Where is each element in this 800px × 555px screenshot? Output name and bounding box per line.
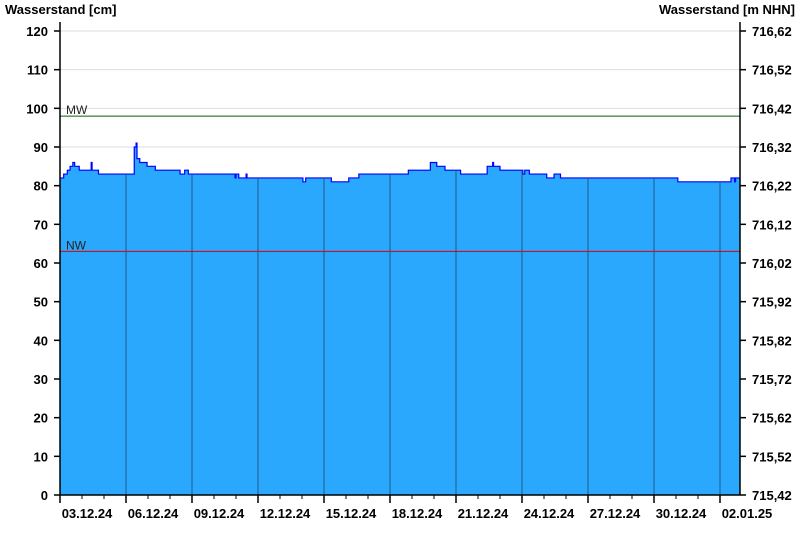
y-tick-label-right: 716,02	[752, 256, 792, 271]
y-tick-label-left: 40	[34, 333, 48, 348]
y-tick-label-left: 80	[34, 179, 48, 194]
y-tick-label-left: 0	[41, 488, 48, 503]
y-tick-label-right: 715,92	[752, 295, 792, 310]
y-tick-label-left: 90	[34, 140, 48, 155]
y-tick-label-left: 10	[34, 449, 48, 464]
reference-label-mw: MW	[66, 103, 88, 117]
y-tick-label-right: 715,52	[752, 449, 792, 464]
y-tick-label-right: 716,42	[752, 101, 792, 116]
y-tick-label-right: 715,72	[752, 372, 792, 387]
water-level-area	[60, 143, 740, 495]
y-tick-label-right: 716,22	[752, 179, 792, 194]
x-tick-label: 09.12.24	[194, 506, 245, 521]
x-tick-label: 30.12.24	[656, 506, 707, 521]
x-tick-label: 15.12.24	[326, 506, 377, 521]
x-tick-label: 06.12.24	[128, 506, 179, 521]
y-axis-label-right: Wasserstand [m NHN]	[659, 2, 795, 17]
y-tick-label-right: 715,62	[752, 411, 792, 426]
y-tick-label-left: 20	[34, 411, 48, 426]
y-tick-label-right: 715,82	[752, 333, 792, 348]
y-tick-label-left: 110	[27, 63, 48, 78]
y-tick-label-right: 716,12	[752, 217, 792, 232]
y-tick-label-left: 70	[34, 217, 48, 232]
water-level-line	[60, 142, 740, 183]
x-tick-label: 24.12.24	[524, 506, 575, 521]
x-tick-label: 27.12.24	[590, 506, 641, 521]
x-tick-label: 18.12.24	[392, 506, 443, 521]
y-tick-label-right: 716,62	[752, 24, 792, 39]
x-tick-label: 12.12.24	[260, 506, 311, 521]
y-tick-label-right: 716,32	[752, 140, 792, 155]
x-tick-label: 21.12.24	[458, 506, 509, 521]
y-tick-label-left: 60	[34, 256, 48, 271]
y-tick-label-left: 30	[34, 372, 48, 387]
y-tick-label-left: 50	[34, 295, 48, 310]
x-tick-label: 03.12.24	[62, 506, 113, 521]
x-tick-label: 02.01.25	[722, 506, 773, 521]
reference-label-nw: NW	[66, 238, 87, 252]
y-tick-label-right: 716,52	[752, 63, 792, 78]
y-tick-label-right: 715,42	[752, 488, 792, 503]
y-tick-label-left: 120	[26, 24, 48, 39]
y-axis-label-left: Wasserstand [cm]	[5, 2, 117, 17]
y-tick-label-left: 100	[26, 101, 48, 116]
